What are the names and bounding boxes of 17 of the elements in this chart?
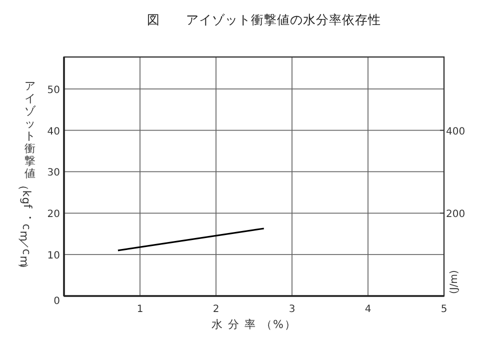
y-tick-label: 40 (47, 126, 60, 138)
x-tick-label: 2 (212, 304, 220, 315)
y2-axis-title: (J/m) (449, 270, 460, 294)
x-axis-title: 水 分 率 （%） (212, 318, 296, 331)
y2-tick-label: 200 (446, 209, 466, 220)
y-tick-label: 30 (47, 168, 60, 179)
chart-title: 図 アイゾット衝撃値の水分率依存性 (147, 12, 381, 27)
x-tick-label: 5 (440, 304, 448, 315)
x-tick-label: 3 (288, 304, 296, 315)
x-tick-label: 4 (364, 304, 372, 315)
y-tick-label: 0 (54, 296, 60, 307)
y-tick-label: 50 (47, 84, 60, 96)
y-tick-label: 20 (47, 209, 60, 220)
y-tick-label: 10 (47, 250, 60, 262)
x-tick-label: 1 (136, 304, 144, 315)
ylabel: アイゾット衝撃値（kgf・cm／cm） (18, 79, 36, 274)
y2-tick-label: 400 (446, 126, 466, 138)
